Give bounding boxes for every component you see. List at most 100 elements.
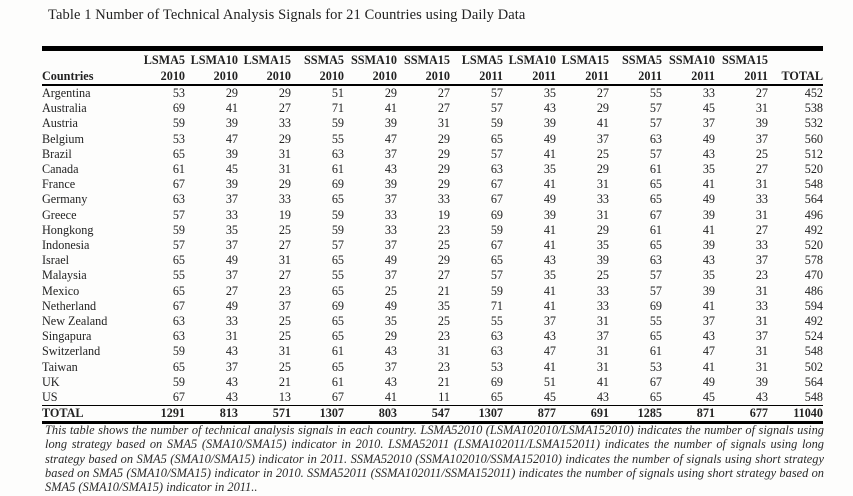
table-row: Australia 69 41 27 71 41 27 57 43 29 57 45 31 538 (42, 101, 823, 116)
total-cell-value: 1307 (291, 405, 344, 425)
cell-value: 65 (490, 390, 503, 405)
cell-value: 27 (278, 101, 291, 116)
cell-value: 45 (543, 390, 556, 405)
cell-value: 53 (172, 131, 185, 146)
cell-value: 41 (543, 359, 556, 374)
cell-value: 23 (278, 283, 291, 298)
cell-value: 33 (384, 207, 397, 222)
cell-value: 63 (331, 146, 344, 161)
cell-value: 27 (596, 86, 609, 100)
cell-value: 59 (331, 222, 344, 237)
cell-value: 69 (649, 298, 662, 313)
cell-value: 65 (172, 283, 185, 298)
cell-row-total: 578 (804, 253, 823, 268)
cell-value: 49 (702, 374, 715, 389)
cell-value: 45 (702, 390, 715, 405)
table-row: Mexico 65 27 23 65 25 21 59 41 33 57 39 31 486 (42, 284, 823, 299)
cell-value: 55 (331, 131, 344, 146)
table-row: UK 59 43 21 61 43 21 69 51 41 67 49 39 564 (42, 375, 823, 390)
cell-value: 39 (702, 238, 715, 253)
cell-value: 37 (755, 253, 768, 268)
cell-value: 39 (543, 116, 556, 131)
table-row: Greece 57 33 19 59 33 19 69 39 31 67 39 31 496 (42, 208, 823, 223)
cell-value: 33 (225, 314, 238, 329)
cell-value: 37 (384, 359, 397, 374)
cell-row-total: 496 (804, 207, 823, 222)
cell-value: 57 (331, 238, 344, 253)
col-header-year: 2010 (160, 69, 185, 83)
cell-value: 49 (702, 131, 715, 146)
total-cell-value: 1291 (132, 405, 185, 425)
cell-value: 35 (543, 162, 556, 177)
cell-value: 51 (331, 86, 344, 100)
cell-value: 65 (172, 359, 185, 374)
cell-value: 27 (755, 222, 768, 237)
cell-value: 55 (172, 268, 185, 283)
cell-value: 41 (543, 283, 556, 298)
cell-value: 65 (331, 253, 344, 268)
row-country: Hongkong (42, 222, 94, 237)
cell-value: 41 (543, 146, 556, 161)
header-year-row: Countries 2010 2010 2010 2010 2010 2010 2011 201… (42, 68, 823, 85)
table-row: Taiwan 65 37 25 65 37 23 53 41 31 53 41 31 502 (42, 360, 823, 375)
cell-value: 29 (437, 177, 450, 192)
cell-value: 61 (649, 344, 662, 359)
cell-value: 69 (331, 298, 344, 313)
cell-value: 39 (225, 116, 238, 131)
cell-value: 39 (596, 253, 609, 268)
cell-value: 63 (649, 131, 662, 146)
cell-value: 37 (384, 268, 397, 283)
cell-row-total: 470 (804, 268, 823, 283)
cell-value: 59 (172, 374, 185, 389)
row-country: Australia (42, 101, 87, 116)
cell-value: 61 (331, 374, 344, 389)
cell-value: 37 (384, 146, 397, 161)
cell-value: 63 (172, 329, 185, 344)
cell-value: 31 (596, 344, 609, 359)
cell-value: 33 (225, 207, 238, 222)
countries-header-spacer (42, 49, 132, 69)
cell-value: 21 (278, 374, 291, 389)
cell-value: 39 (755, 374, 768, 389)
row-country: Germany (42, 192, 88, 207)
cell-value: 33 (596, 283, 609, 298)
cell-value: 57 (649, 101, 662, 116)
table-row: Belgium 53 47 29 55 47 29 65 49 37 63 49 37 560 (42, 132, 823, 147)
cell-value: 41 (384, 101, 397, 116)
cell-value: 65 (331, 314, 344, 329)
cell-value: 57 (490, 268, 503, 283)
cell-value: 27 (225, 283, 238, 298)
table-row: Austria 59 39 33 59 39 31 59 39 41 57 37 39 532 (42, 116, 823, 131)
cell-value: 65 (649, 390, 662, 405)
cell-value: 41 (543, 298, 556, 313)
cell-value: 39 (755, 116, 768, 131)
cell-value: 63 (490, 162, 503, 177)
cell-value: 35 (384, 314, 397, 329)
col-header-year: 2011 (532, 69, 556, 83)
cell-row-total: 560 (804, 131, 823, 146)
cell-value: 37 (755, 329, 768, 344)
cell-value: 53 (490, 359, 503, 374)
cell-value: 71 (490, 298, 503, 313)
cell-value: 25 (278, 359, 291, 374)
cell-value: 65 (331, 329, 344, 344)
cell-value: 27 (278, 268, 291, 283)
cell-row-total: 564 (804, 192, 823, 207)
cell-value: 65 (331, 283, 344, 298)
row-country: US (42, 390, 58, 405)
row-country: Canada (42, 162, 79, 177)
row-country: Netherland (42, 298, 97, 313)
cell-row-total: 538 (804, 101, 823, 116)
cell-value: 39 (225, 146, 238, 161)
table-row: Indonesia 57 37 27 57 37 25 67 41 35 65 39 33 520 (42, 238, 823, 253)
cell-value: 35 (543, 86, 556, 100)
cell-value: 49 (225, 253, 238, 268)
cell-value: 43 (225, 374, 238, 389)
cell-value: 51 (543, 374, 556, 389)
total-header-spacer (768, 49, 823, 69)
table-row: Switzerland 59 43 31 61 43 31 63 47 31 61 47 31 548 (42, 344, 823, 359)
total-row-label: TOTAL (42, 405, 132, 425)
cell-value: 23 (437, 222, 450, 237)
cell-value: 37 (225, 359, 238, 374)
cell-value: 23 (437, 329, 450, 344)
